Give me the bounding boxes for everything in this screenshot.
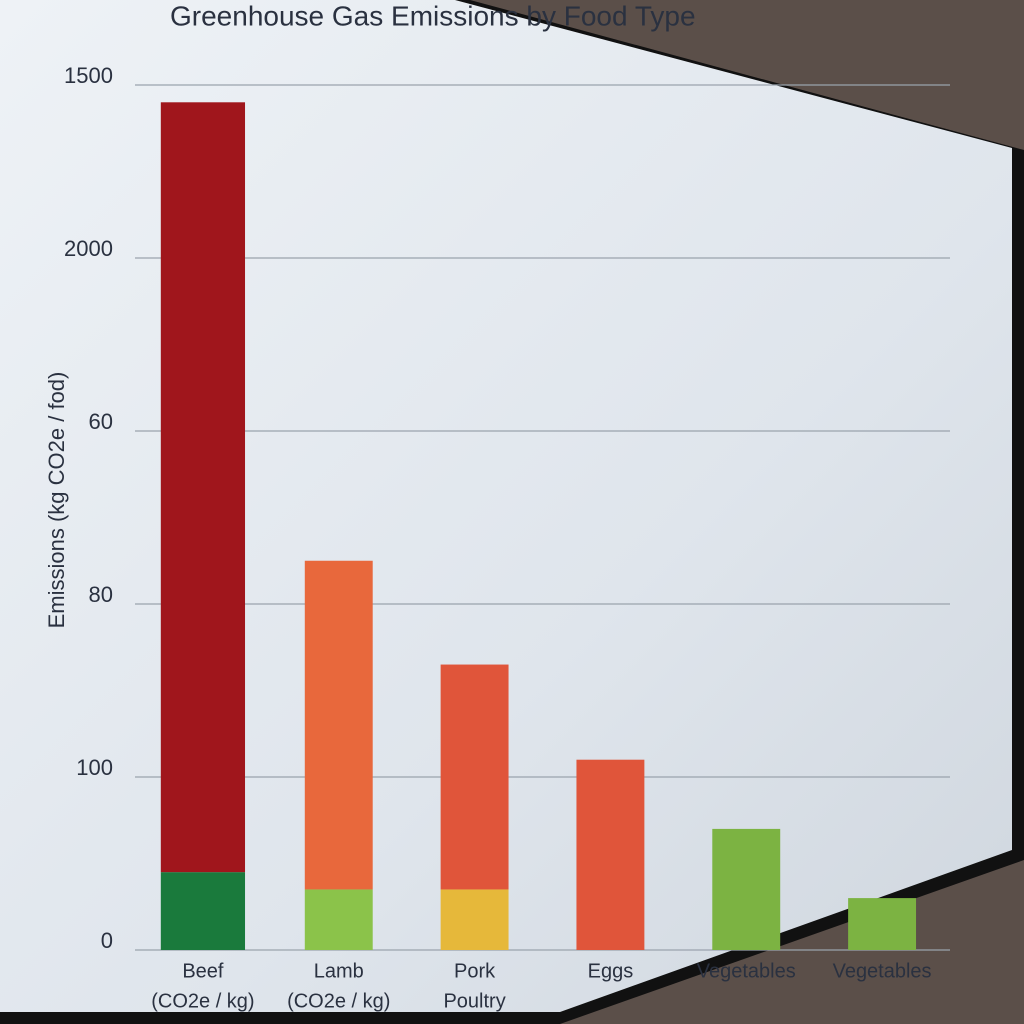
bar-segment <box>304 889 373 950</box>
x-tick-label: Vegetables <box>833 960 932 982</box>
x-tick-label: Vegetables <box>697 960 796 982</box>
bar-segment <box>440 889 509 950</box>
y-tick-label: 2000 <box>64 236 113 261</box>
y-tick-label: 1500 <box>64 63 113 88</box>
screen <box>0 0 1012 1012</box>
chart-title: Greenhouse Gas Emissions by Food Type <box>170 0 696 31</box>
x-tick-label: Lamb <box>314 960 364 982</box>
x-tick-label: Beef <box>182 960 224 982</box>
bar-segment <box>712 828 781 950</box>
y-tick-label: 80 <box>89 582 113 607</box>
x-tick-label: (CO2e / kg) <box>287 990 390 1012</box>
y-tick-label: 0 <box>101 928 113 953</box>
bar-segment <box>848 898 917 950</box>
bar-segment <box>160 102 246 873</box>
bar-segment <box>440 664 509 890</box>
bar-segment <box>576 759 645 950</box>
y-tick-label: 60 <box>89 409 113 434</box>
y-axis-label: Emissions (kg CO2e / fod) <box>44 372 69 629</box>
y-tick-label: 100 <box>76 755 113 780</box>
bar-segment <box>304 560 373 890</box>
x-tick-label: Poultry <box>443 990 505 1012</box>
x-tick-label: Eggs <box>588 960 634 982</box>
bar-segment <box>160 872 246 950</box>
x-tick-label: (CO2e / kg) <box>151 990 254 1012</box>
x-tick-label: Pork <box>454 960 496 982</box>
